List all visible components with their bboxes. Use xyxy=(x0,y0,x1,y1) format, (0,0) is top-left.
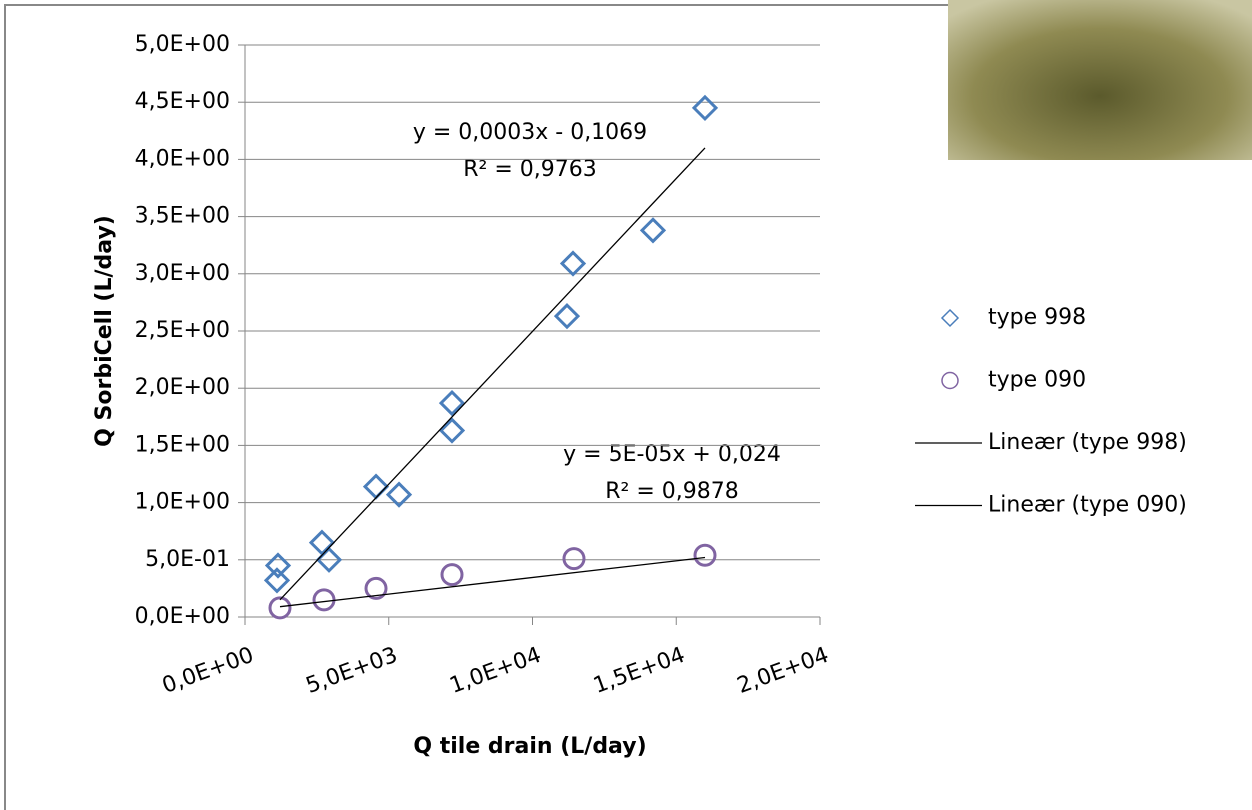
legend-label: type 998 xyxy=(988,305,1086,330)
point xyxy=(312,588,336,612)
trend-r2: R² = 0,9878 xyxy=(605,479,739,504)
point xyxy=(264,552,292,579)
trend-r2: R² = 0,9763 xyxy=(463,157,597,182)
point xyxy=(364,576,388,600)
y-tick-label: 2,0E+00 xyxy=(135,375,230,400)
y-tick-label: 3,0E+00 xyxy=(135,261,230,286)
y-tick-label: 1,0E+00 xyxy=(135,490,230,515)
legend-marker xyxy=(940,308,960,328)
y-tick-label: 2,5E+00 xyxy=(135,318,230,343)
point xyxy=(308,529,336,556)
y-tick-label: 3,5E+00 xyxy=(135,204,230,229)
point xyxy=(639,217,667,244)
legend-label: Lineær (type 090) xyxy=(988,493,1187,518)
legend-marker xyxy=(941,371,959,390)
legend-label: type 090 xyxy=(988,368,1086,393)
trendline xyxy=(279,147,706,601)
point xyxy=(691,94,719,122)
y-tick-label: 5,0E+00 xyxy=(135,32,230,57)
legend-label: Lineær (type 998) xyxy=(988,430,1187,455)
trendline xyxy=(279,556,706,608)
point xyxy=(438,417,466,444)
point xyxy=(440,563,464,587)
y-axis-title: Q SorbiCell (L/day) xyxy=(92,215,117,447)
point xyxy=(268,596,292,620)
y-tick-label: 5,0E-01 xyxy=(145,547,230,572)
point xyxy=(562,547,586,571)
point xyxy=(263,567,291,594)
x-tick-label: 1,0E+04 xyxy=(446,643,544,699)
y-tick-label: 4,0E+00 xyxy=(135,146,230,171)
y-tick-label: 0,0E+00 xyxy=(135,604,230,629)
chart-frame xyxy=(4,4,1252,810)
x-axis-title: Q tile drain (L/day) xyxy=(413,734,646,759)
y-tick-label: 4,5E+00 xyxy=(135,89,230,114)
trend-equation: y = 5E-05x + 0,024 xyxy=(563,442,781,467)
x-tick-label: 1,5E+04 xyxy=(590,643,688,699)
point xyxy=(438,389,466,417)
point xyxy=(385,481,413,508)
photo xyxy=(948,0,1252,160)
x-tick-label: 2,0E+04 xyxy=(734,643,832,699)
y-tick-label: 1,5E+00 xyxy=(135,432,230,457)
trend-equation: y = 0,0003x - 0,1069 xyxy=(413,120,647,145)
point xyxy=(553,303,581,330)
x-tick-label: 5,0E+03 xyxy=(303,643,401,699)
point xyxy=(693,543,717,567)
point xyxy=(559,250,587,277)
x-tick-label: 0,0E+00 xyxy=(159,643,257,699)
point xyxy=(362,473,390,500)
